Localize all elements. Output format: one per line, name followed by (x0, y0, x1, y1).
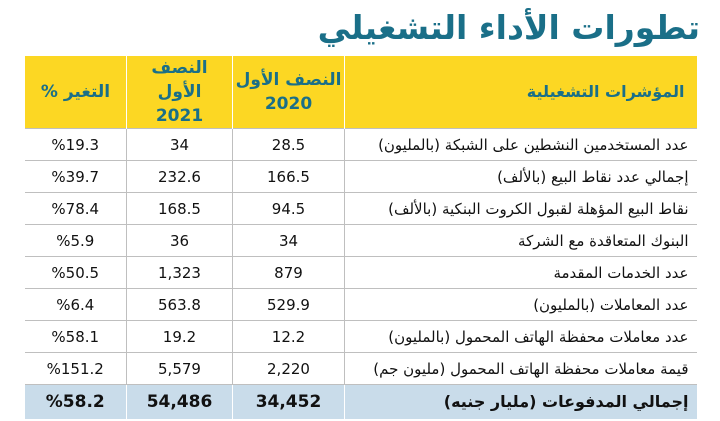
row-value-2020: 28.5 (232, 128, 345, 161)
row-value-2021: 168.5 (126, 192, 233, 225)
header-h1-2020-year: 2020 (264, 94, 313, 114)
header-indicator: المؤشرات التشغيلية (344, 56, 697, 129)
table-row: قيمة معاملات محفظة الهاتف المحمول (مليون… (24, 352, 697, 385)
row-label: عدد معاملات محفظة الهاتف المحمول (بالملي… (344, 320, 697, 353)
row-value-2021: 19.2 (126, 320, 233, 353)
row-value-2020: 879 (232, 256, 345, 289)
row-label: إجمالي عدد نقاط البيع (بالألف) (344, 160, 697, 193)
table-row: إجمالي عدد نقاط البيع (بالألف) 166.5 232… (24, 160, 697, 193)
table-row: عدد معاملات محفظة الهاتف المحمول (بالملي… (24, 320, 697, 353)
header-h1-2021-label: النصف الأول (151, 58, 208, 102)
row-change: %39.7 (24, 160, 127, 193)
row-value-2020: 529.9 (232, 288, 345, 321)
total-change: %58.2 (24, 384, 127, 419)
row-value-2020: 166.5 (232, 160, 345, 193)
row-value-2021: 5,579 (126, 352, 233, 385)
row-value-2021: 232.6 (126, 160, 233, 193)
row-value-2021: 1,323 (126, 256, 233, 289)
header-change: التغير % (24, 56, 127, 129)
total-value-2021: 54,486 (126, 384, 233, 419)
row-label: قيمة معاملات محفظة الهاتف المحمول (مليون… (344, 352, 697, 385)
page-title: تطورات الأداء التشغيلي (317, 8, 700, 47)
row-change: %50.5 (24, 256, 127, 289)
row-value-2021: 563.8 (126, 288, 233, 321)
table-row: نقاط البيع المؤهلة لقبول الكروت البنكية … (24, 192, 697, 225)
header-h1-2021: النصف الأول 2021 (126, 56, 233, 129)
table-row: عدد المعاملات (بالمليون) 529.9 563.8 %6.… (24, 288, 697, 321)
row-change: %5.9 (24, 224, 127, 257)
row-label: عدد المعاملات (بالمليون) (344, 288, 697, 321)
table-row: عدد المستخدمين النشطين على الشبكة (بالمل… (24, 128, 697, 161)
header-h1-2020: النصف الأول 2020 (232, 56, 345, 129)
row-value-2020: 94.5 (232, 192, 345, 225)
row-label: عدد الخدمات المقدمة (344, 256, 697, 289)
row-change: %78.4 (24, 192, 127, 225)
table-total-row: إجمالي المدفوعات (مليار جنيه) 34,452 54,… (24, 384, 697, 419)
row-value-2020: 12.2 (232, 320, 345, 353)
table-header-row: المؤشرات التشغيلية النصف الأول 2020 النص… (24, 56, 697, 129)
row-value-2021: 36 (126, 224, 233, 257)
row-label: البنوك المتعاقدة مع الشركة (344, 224, 697, 257)
row-label: نقاط البيع المؤهلة لقبول الكروت البنكية … (344, 192, 697, 225)
row-change: %58.1 (24, 320, 127, 353)
row-value-2020: 34 (232, 224, 345, 257)
table-row: البنوك المتعاقدة مع الشركة 34 36 %5.9 (24, 224, 697, 257)
total-value-2020: 34,452 (232, 384, 345, 419)
row-change: %6.4 (24, 288, 127, 321)
row-value-2020: 2,220 (232, 352, 345, 385)
row-change: %19.3 (24, 128, 127, 161)
total-label: إجمالي المدفوعات (مليار جنيه) (344, 384, 697, 419)
header-h1-2021-year: 2021 (155, 106, 204, 126)
operating-indicators-table: المؤشرات التشغيلية النصف الأول 2020 النص… (24, 56, 697, 419)
row-label: عدد المستخدمين النشطين على الشبكة (بالمل… (344, 128, 697, 161)
table-row: عدد الخدمات المقدمة 879 1,323 %50.5 (24, 256, 697, 289)
header-h1-2020-label: النصف الأول (235, 70, 342, 90)
row-change: %151.2 (24, 352, 127, 385)
row-value-2021: 34 (126, 128, 233, 161)
